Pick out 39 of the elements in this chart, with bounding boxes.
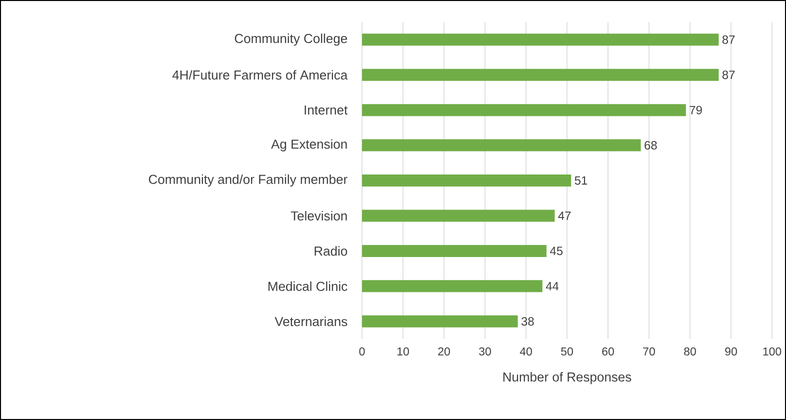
y-tick-label: Ag Extension bbox=[271, 139, 347, 152]
data-label: 38 bbox=[521, 317, 534, 326]
y-tick-label: Internet bbox=[304, 106, 348, 115]
data-label: 68 bbox=[644, 141, 657, 150]
data-label: 87 bbox=[722, 35, 735, 44]
bar bbox=[362, 210, 555, 222]
x-tick-label: 10 bbox=[397, 347, 409, 356]
y-tick-label: Television bbox=[290, 210, 347, 220]
y-tick-label: Radio bbox=[314, 246, 348, 256]
bar bbox=[362, 139, 641, 152]
x-tick-label: 50 bbox=[561, 347, 573, 356]
bar bbox=[362, 34, 719, 46]
bar bbox=[362, 68, 719, 81]
bar bbox=[362, 104, 686, 116]
x-axis-title: Number of Responses bbox=[503, 372, 632, 384]
y-tick-label: Medical Clinic bbox=[268, 281, 348, 291]
x-tick-label: 100 bbox=[763, 347, 782, 356]
bar bbox=[362, 315, 518, 328]
data-label: 87 bbox=[722, 70, 735, 80]
y-tick-label: Community College bbox=[234, 34, 348, 46]
x-tick-label: 20 bbox=[438, 347, 450, 356]
bar bbox=[362, 280, 542, 292]
x-tick-label: 80 bbox=[684, 347, 696, 356]
y-tick-label: Veternarians bbox=[274, 316, 348, 326]
x-tick-label: 40 bbox=[520, 347, 532, 356]
x-tick-label: 0 bbox=[359, 347, 365, 356]
x-tick-label: 30 bbox=[479, 347, 491, 356]
bar bbox=[362, 174, 572, 187]
y-tick-label: Community and/or Family member bbox=[148, 174, 348, 187]
data-label: 44 bbox=[546, 282, 559, 290]
data-label: 51 bbox=[574, 176, 588, 185]
data-label: 45 bbox=[550, 246, 563, 256]
bar bbox=[362, 244, 547, 257]
x-tick-label: 60 bbox=[602, 347, 614, 356]
x-tick-label: 70 bbox=[643, 347, 655, 356]
data-label: 47 bbox=[558, 212, 571, 220]
x-tick-label: 90 bbox=[725, 347, 737, 356]
data-label: 79 bbox=[690, 106, 702, 114]
y-tick-label: 4H/Future Farmers of America bbox=[172, 70, 348, 80]
